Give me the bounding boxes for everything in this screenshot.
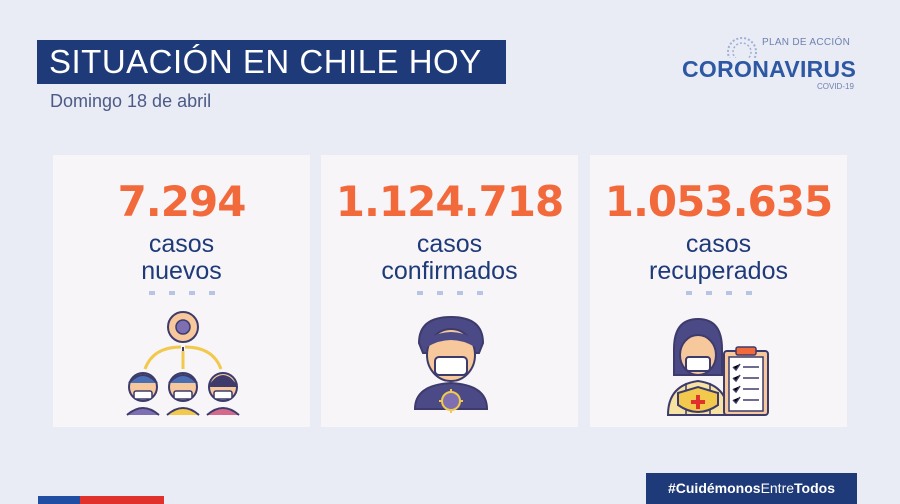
recovered-cases-value: 1.053.635 [604,177,833,226]
new-cases-label-line1: casos [148,230,215,258]
virus-emblem-icon [727,37,757,58]
coronavirus-plan-logo: PLAN DE ACCIÓN CORONAVIRUS COVID-19 [680,30,860,100]
card-recovered-cases: 1.053.635 casos recuperados [590,155,847,427]
report-date: Domingo 18 de abril [50,91,212,111]
logo-title: CORONAVIRUS [682,56,857,82]
logo-plan-text: PLAN DE ACCIÓN [762,37,851,48]
confirmed-cases-value: 1.124.718 [335,177,564,226]
recovered-cases-label-line2: recuperados [649,257,788,285]
new-cases-label-line2: nuevos [141,257,222,285]
confirmed-cases-label-line2: confirmados [381,257,518,285]
new-cases-value: 7.294 [117,177,247,226]
card-confirmed-cases: 1.124.718 casos confirmados [321,155,578,427]
logo-subtitle: COVID-19 [817,82,854,91]
recovered-cases-label-line1: casos [685,230,752,258]
hashtag-part3: Todos [794,480,835,496]
hashtag-banner: #CuidémonosEntreTodos [646,473,857,504]
hashtag-part1: #Cuidémonos [667,480,761,496]
recovered-cases-label: casos recuperados [590,231,847,285]
new-cases-label: casos nuevos [53,231,310,285]
confirmed-cases-label-line1: casos [416,230,483,258]
page-title: SITUACIÓN EN CHILE HOY [37,40,506,84]
divider-dots [53,291,310,295]
divider-dots [321,291,578,295]
confirmed-cases-label: casos confirmados [321,231,578,285]
contagion-people-icon [126,311,240,416]
divider-dots [590,291,847,295]
hashtag-part2: Entre [760,480,795,496]
health-worker-clipboard-icon [666,317,769,416]
masked-person-virus-icon [413,315,489,413]
chile-flag-stripe [38,496,164,504]
card-new-cases: 7.294 casos nuevos [53,155,310,427]
